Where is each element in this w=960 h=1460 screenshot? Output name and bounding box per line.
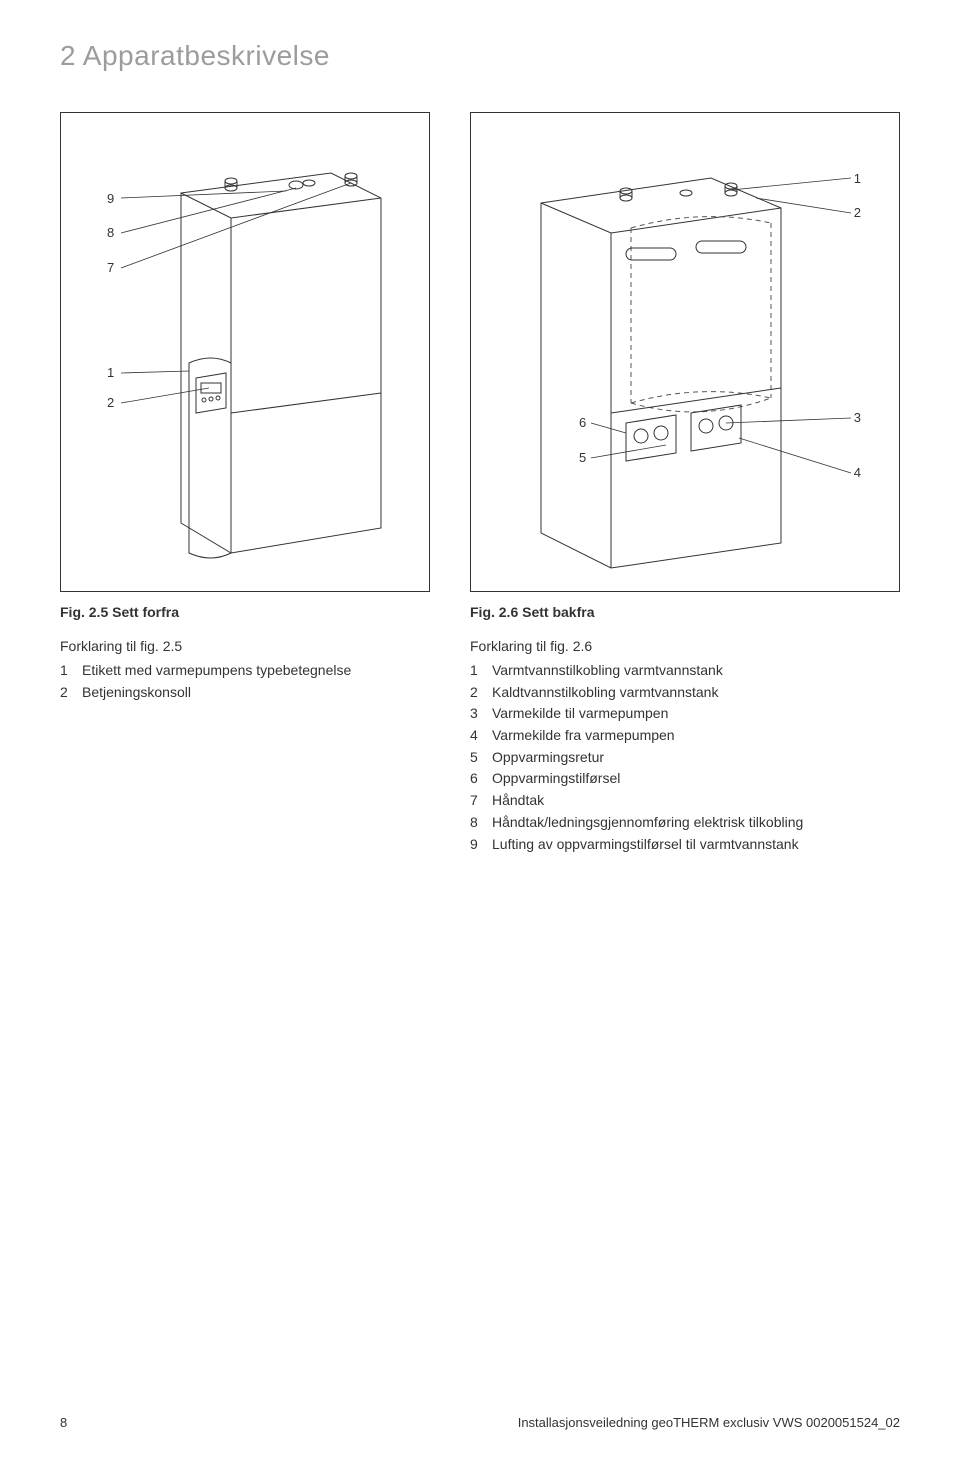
callout-2: 2 — [107, 395, 114, 410]
legend-item: 1Etikett med varmepumpens typebetegnelse — [60, 660, 430, 682]
legend-title-left: Forklaring til fig. 2.5 — [60, 638, 430, 654]
figure-front: 9 8 7 1 2 — [60, 112, 430, 592]
front-diagram — [61, 113, 431, 593]
fig-caption-right: Fig. 2.6 Sett bakfra — [470, 604, 900, 620]
callout-r2: 2 — [854, 205, 861, 220]
footer-doc-title: Installasjonsveiledning geoTHERM exclusi… — [518, 1415, 900, 1430]
legend-list-right: 1Varmtvannstilkobling varmtvannstank 2Ka… — [470, 660, 900, 855]
fig-caption-left: Fig. 2.5 Sett forfra — [60, 604, 430, 620]
callout-r3: 3 — [854, 410, 861, 425]
legend-item: 3Varmekilde til varmepumpen — [470, 703, 900, 725]
rear-diagram — [471, 113, 901, 593]
caption-right: Fig. 2.6 Sett bakfra Forklaring til fig.… — [470, 604, 900, 855]
callout-9: 9 — [107, 191, 114, 206]
footer-page-number: 8 — [60, 1415, 67, 1430]
page-footer: 8 Installasjonsveiledning geoTHERM exclu… — [60, 1415, 900, 1430]
legend-item: 7Håndtak — [470, 790, 900, 812]
callout-r4: 4 — [854, 465, 861, 480]
legend-item: 2Kaldtvannstilkobling varmtvannstank — [470, 682, 900, 704]
legend-item: 1Varmtvannstilkobling varmtvannstank — [470, 660, 900, 682]
figures-row: 9 8 7 1 2 — [60, 112, 900, 592]
legend-item: 2Betjeningskonsoll — [60, 682, 430, 704]
captions-row: Fig. 2.5 Sett forfra Forklaring til fig.… — [60, 604, 900, 855]
legend-item: 9Lufting av oppvarmingstilførsel til var… — [470, 834, 900, 856]
callout-8: 8 — [107, 225, 114, 240]
page: 2 Apparatbeskrivelse — [0, 0, 960, 1460]
legend-title-right: Forklaring til fig. 2.6 — [470, 638, 900, 654]
caption-left: Fig. 2.5 Sett forfra Forklaring til fig.… — [60, 604, 430, 855]
callout-r1: 1 — [854, 171, 861, 186]
section-heading: 2 Apparatbeskrivelse — [60, 40, 900, 72]
figure-rear: 1 2 6 5 3 4 — [470, 112, 900, 592]
legend-item: 6Oppvarmingstilførsel — [470, 768, 900, 790]
callout-r5: 5 — [579, 450, 586, 465]
legend-list-left: 1Etikett med varmepumpens typebetegnelse… — [60, 660, 430, 703]
legend-item: 8Håndtak/ledningsgjennomføring elektrisk… — [470, 812, 900, 834]
legend-item: 4Varmekilde fra varmepumpen — [470, 725, 900, 747]
callout-r6: 6 — [579, 415, 586, 430]
legend-item: 5Oppvarmingsretur — [470, 747, 900, 769]
callout-7: 7 — [107, 260, 114, 275]
callout-1: 1 — [107, 365, 114, 380]
